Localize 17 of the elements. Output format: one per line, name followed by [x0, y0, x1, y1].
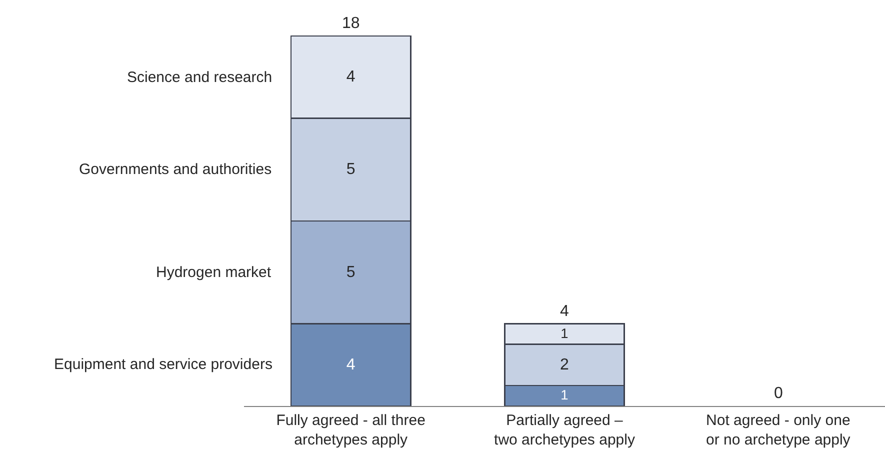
text: 0: [774, 385, 783, 402]
x-tick-label: Partially agreed – two archetypes apply: [494, 412, 636, 449]
data-label: 1: [560, 388, 568, 403]
data-label: 5: [346, 161, 356, 178]
series-label: Hydrogen market: [156, 264, 272, 281]
data-label: 5: [346, 264, 356, 281]
series-label: Governments and authorities: [79, 161, 272, 178]
total-label: 4: [560, 303, 569, 320]
x-tick-label: Not agreed - only one or no archetype apply: [706, 412, 851, 449]
data-label: 4: [346, 68, 356, 86]
data-label: 2: [560, 356, 569, 374]
series-label: Equipment and service providers: [54, 356, 272, 373]
data-label: 4: [346, 356, 356, 374]
series-label: Science and research: [127, 69, 272, 86]
data-label: 1: [560, 326, 568, 341]
x-tick-label: Fully agreed - all three archetypes apply: [276, 412, 426, 449]
total-label: 18: [342, 15, 360, 32]
